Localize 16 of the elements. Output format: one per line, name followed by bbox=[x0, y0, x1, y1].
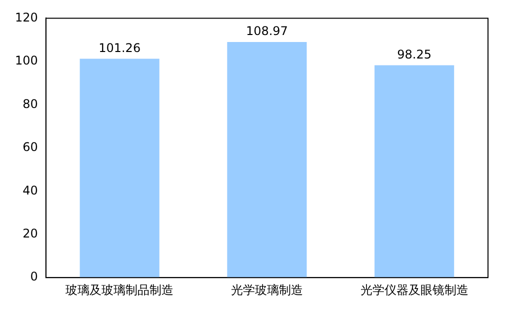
bar bbox=[227, 42, 307, 278]
y-tick-label: 120 bbox=[15, 10, 38, 24]
y-tick-label: 20 bbox=[22, 226, 38, 240]
y-tick-label: 0 bbox=[30, 270, 38, 284]
y-tick-label: 40 bbox=[22, 183, 38, 198]
y-tick-label: 100 bbox=[15, 54, 38, 68]
data-label: 108.97 bbox=[246, 24, 288, 38]
bar bbox=[80, 58, 160, 278]
data-label: 98.25 bbox=[397, 47, 432, 62]
data-label: 101.26 bbox=[98, 40, 141, 55]
bar bbox=[374, 65, 454, 278]
y-tick-label: 80 bbox=[22, 96, 38, 111]
x-tick-label: 玻璃及玻璃制品制造 bbox=[66, 282, 174, 297]
y-tick-label: 60 bbox=[22, 140, 38, 154]
x-tick-label: 光学仪器及眼镜制造 bbox=[360, 282, 468, 297]
x-tick-label: 光学玻璃制造 bbox=[230, 282, 303, 297]
